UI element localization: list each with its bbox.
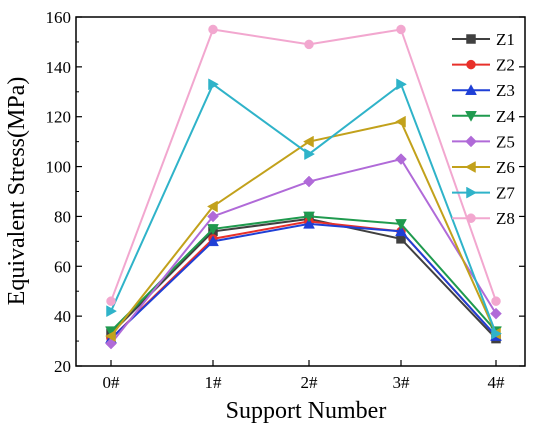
- data-point: [395, 225, 407, 237]
- y-tick-label: 40: [54, 307, 71, 326]
- data-point: [395, 153, 407, 165]
- legend-item-z3: Z3: [452, 81, 515, 100]
- y-axis: 20 40 60 80 100 120 140 160: [46, 8, 525, 376]
- legend-item-z6: Z6: [452, 158, 515, 177]
- data-point: [303, 175, 315, 188]
- data-point: [491, 296, 501, 306]
- data-point: [465, 135, 477, 148]
- x-axis: 0# 1# 2# 3# 4#: [103, 360, 506, 392]
- x-tick-label: 0#: [103, 373, 121, 392]
- data-point: [106, 296, 116, 306]
- data-point: [465, 84, 477, 95]
- series-z6: [104, 115, 501, 343]
- data-point: [207, 224, 219, 235]
- data-point: [491, 327, 503, 340]
- data-point: [207, 235, 219, 247]
- legend-item-z4: Z4: [452, 107, 515, 126]
- legend-label: Z2: [496, 56, 515, 75]
- y-tick-label: 60: [54, 257, 71, 276]
- data-point: [466, 186, 478, 199]
- legend-item-z7: Z7: [452, 184, 515, 203]
- series-line: [110, 157, 497, 345]
- data-point: [208, 78, 220, 91]
- series-z7: [106, 78, 503, 340]
- data-point: [304, 39, 314, 50]
- data-point: [206, 200, 218, 213]
- series-line: [110, 28, 497, 302]
- data-point: [106, 305, 118, 318]
- legend-label: Z7: [496, 184, 515, 203]
- data-point: [303, 211, 315, 223]
- legend-label: Z5: [496, 132, 515, 151]
- series-layer: [104, 24, 503, 350]
- series-line: [110, 120, 497, 337]
- series-line: [110, 82, 497, 334]
- data-point: [396, 24, 406, 35]
- legend-item-z8: Z8: [452, 209, 515, 228]
- legend-label: Z4: [496, 107, 515, 126]
- data-point: [465, 111, 477, 122]
- series-line: [110, 220, 497, 340]
- data-point: [490, 307, 502, 320]
- data-point: [466, 59, 476, 70]
- data-point: [302, 135, 314, 148]
- data-point: [303, 217, 315, 229]
- legend-label: Z3: [496, 81, 515, 100]
- y-tick-label: 100: [46, 158, 72, 177]
- data-point: [207, 210, 219, 223]
- data-point: [466, 34, 476, 44]
- data-point: [208, 24, 218, 35]
- series-z1: [106, 214, 501, 344]
- data-point: [104, 330, 116, 343]
- y-tick-label: 160: [46, 8, 72, 27]
- y-tick-label: 80: [54, 207, 71, 226]
- legend-label: Z8: [496, 209, 515, 228]
- legend-item-z1: Z1: [452, 30, 515, 49]
- x-tick-label: 3#: [393, 373, 411, 392]
- data-point: [395, 219, 407, 230]
- legend-label: Z6: [496, 158, 515, 177]
- series-z8: [106, 24, 501, 306]
- legend: Z1 Z2 Z3 Z4 Z5 Z6 Z7 Z8: [452, 30, 515, 228]
- x-axis-title: Support Number: [226, 398, 387, 424]
- data-point: [466, 213, 476, 223]
- legend-label: Z1: [496, 30, 515, 49]
- y-tick-label: 140: [46, 58, 72, 77]
- data-point: [464, 161, 476, 173]
- series-z5: [105, 153, 502, 350]
- data-point: [394, 115, 406, 128]
- x-tick-label: 4#: [488, 373, 506, 392]
- y-axis-title: Equivalent Stress(MPa): [4, 77, 30, 306]
- x-tick-label: 1#: [205, 373, 223, 392]
- legend-item-z2: Z2: [452, 56, 515, 75]
- x-tick-label: 2#: [301, 373, 319, 392]
- y-tick-label: 20: [54, 357, 71, 376]
- data-point: [304, 148, 316, 161]
- series-z4: [105, 211, 502, 338]
- series-line: [110, 217, 497, 340]
- y-tick-label: 120: [46, 108, 72, 127]
- data-point: [396, 78, 408, 91]
- legend-item-z5: Z5: [452, 132, 515, 151]
